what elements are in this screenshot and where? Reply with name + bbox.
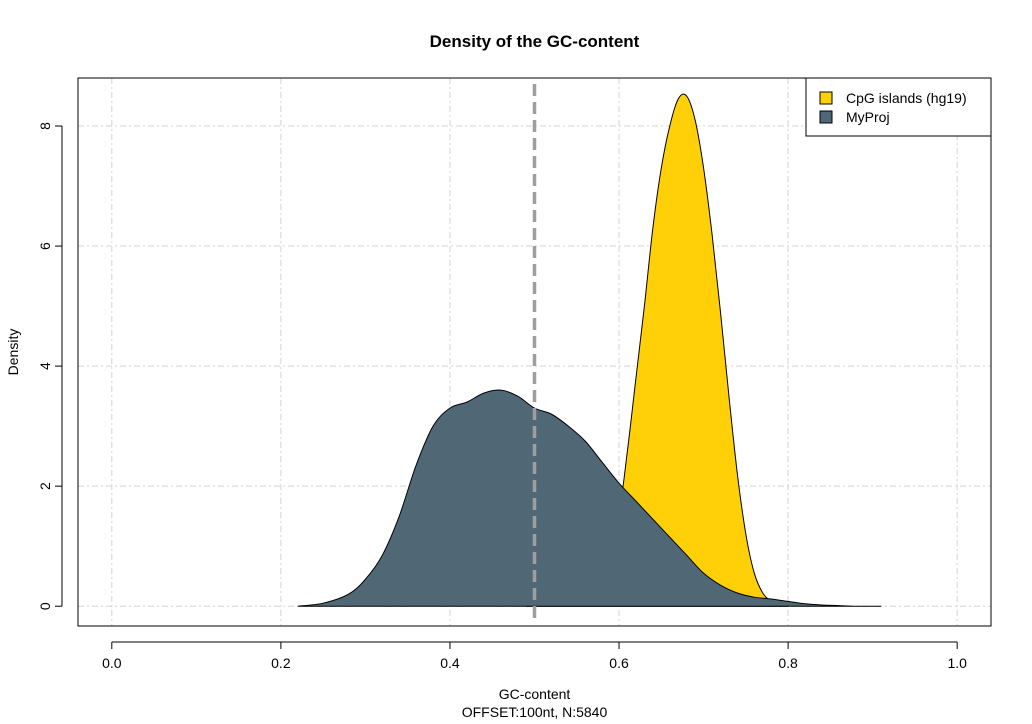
y-tick-label: 2 bbox=[37, 482, 53, 490]
x-tick-label: 1.0 bbox=[947, 655, 967, 671]
legend-swatch bbox=[819, 110, 833, 124]
plot-frame bbox=[77, 77, 992, 627]
legend: CpG islands (hg19) MyProj bbox=[805, 77, 992, 137]
x-tick-label: 0.4 bbox=[440, 655, 460, 671]
legend-box bbox=[805, 77, 992, 137]
y-tick-label: 4 bbox=[37, 362, 53, 370]
density-area-cpg-islands bbox=[525, 93, 789, 607]
y-tick-label: 0 bbox=[37, 602, 53, 610]
y-tick-label: 6 bbox=[37, 242, 53, 250]
x-tick-label: 0.6 bbox=[609, 655, 629, 671]
legend-swatch bbox=[819, 91, 833, 105]
x-tick-label: 0.0 bbox=[102, 655, 122, 671]
x-axis-label: GC-content bbox=[499, 686, 571, 702]
y-axis: 0 2 4 6 8 bbox=[37, 122, 63, 610]
density-areas bbox=[297, 93, 882, 607]
x-tick-label: 0.2 bbox=[271, 655, 291, 671]
legend-label: MyProj bbox=[846, 109, 890, 125]
x-axis: 0.0 0.2 0.4 0.6 0.8 1.0 bbox=[102, 641, 967, 671]
legend-label: CpG islands (hg19) bbox=[846, 90, 967, 106]
density-area-myproj bbox=[297, 389, 882, 607]
y-axis-label: Density bbox=[5, 329, 21, 376]
y-tick-label: 8 bbox=[37, 122, 53, 130]
chart-title: Density of the GC-content bbox=[430, 32, 640, 51]
x-axis-sublabel: OFFSET:100nt, N:5840 bbox=[462, 704, 608, 720]
x-tick-label: 0.8 bbox=[778, 655, 798, 671]
